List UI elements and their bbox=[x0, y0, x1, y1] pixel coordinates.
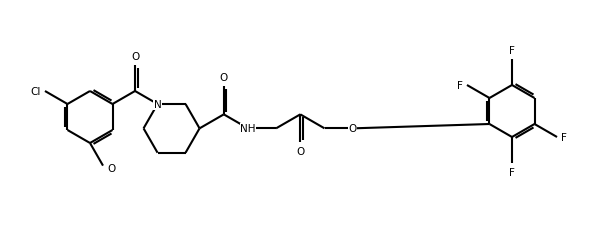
Text: N: N bbox=[154, 100, 162, 109]
Text: F: F bbox=[457, 81, 463, 91]
Text: NH: NH bbox=[240, 124, 256, 134]
Text: O: O bbox=[107, 163, 115, 173]
Text: O: O bbox=[220, 73, 228, 83]
Text: O: O bbox=[296, 147, 304, 157]
Text: F: F bbox=[561, 132, 567, 142]
Text: F: F bbox=[509, 46, 515, 56]
Text: O: O bbox=[348, 124, 357, 134]
Text: F: F bbox=[509, 167, 515, 177]
Text: Cl: Cl bbox=[30, 87, 41, 97]
Text: O: O bbox=[131, 52, 139, 62]
